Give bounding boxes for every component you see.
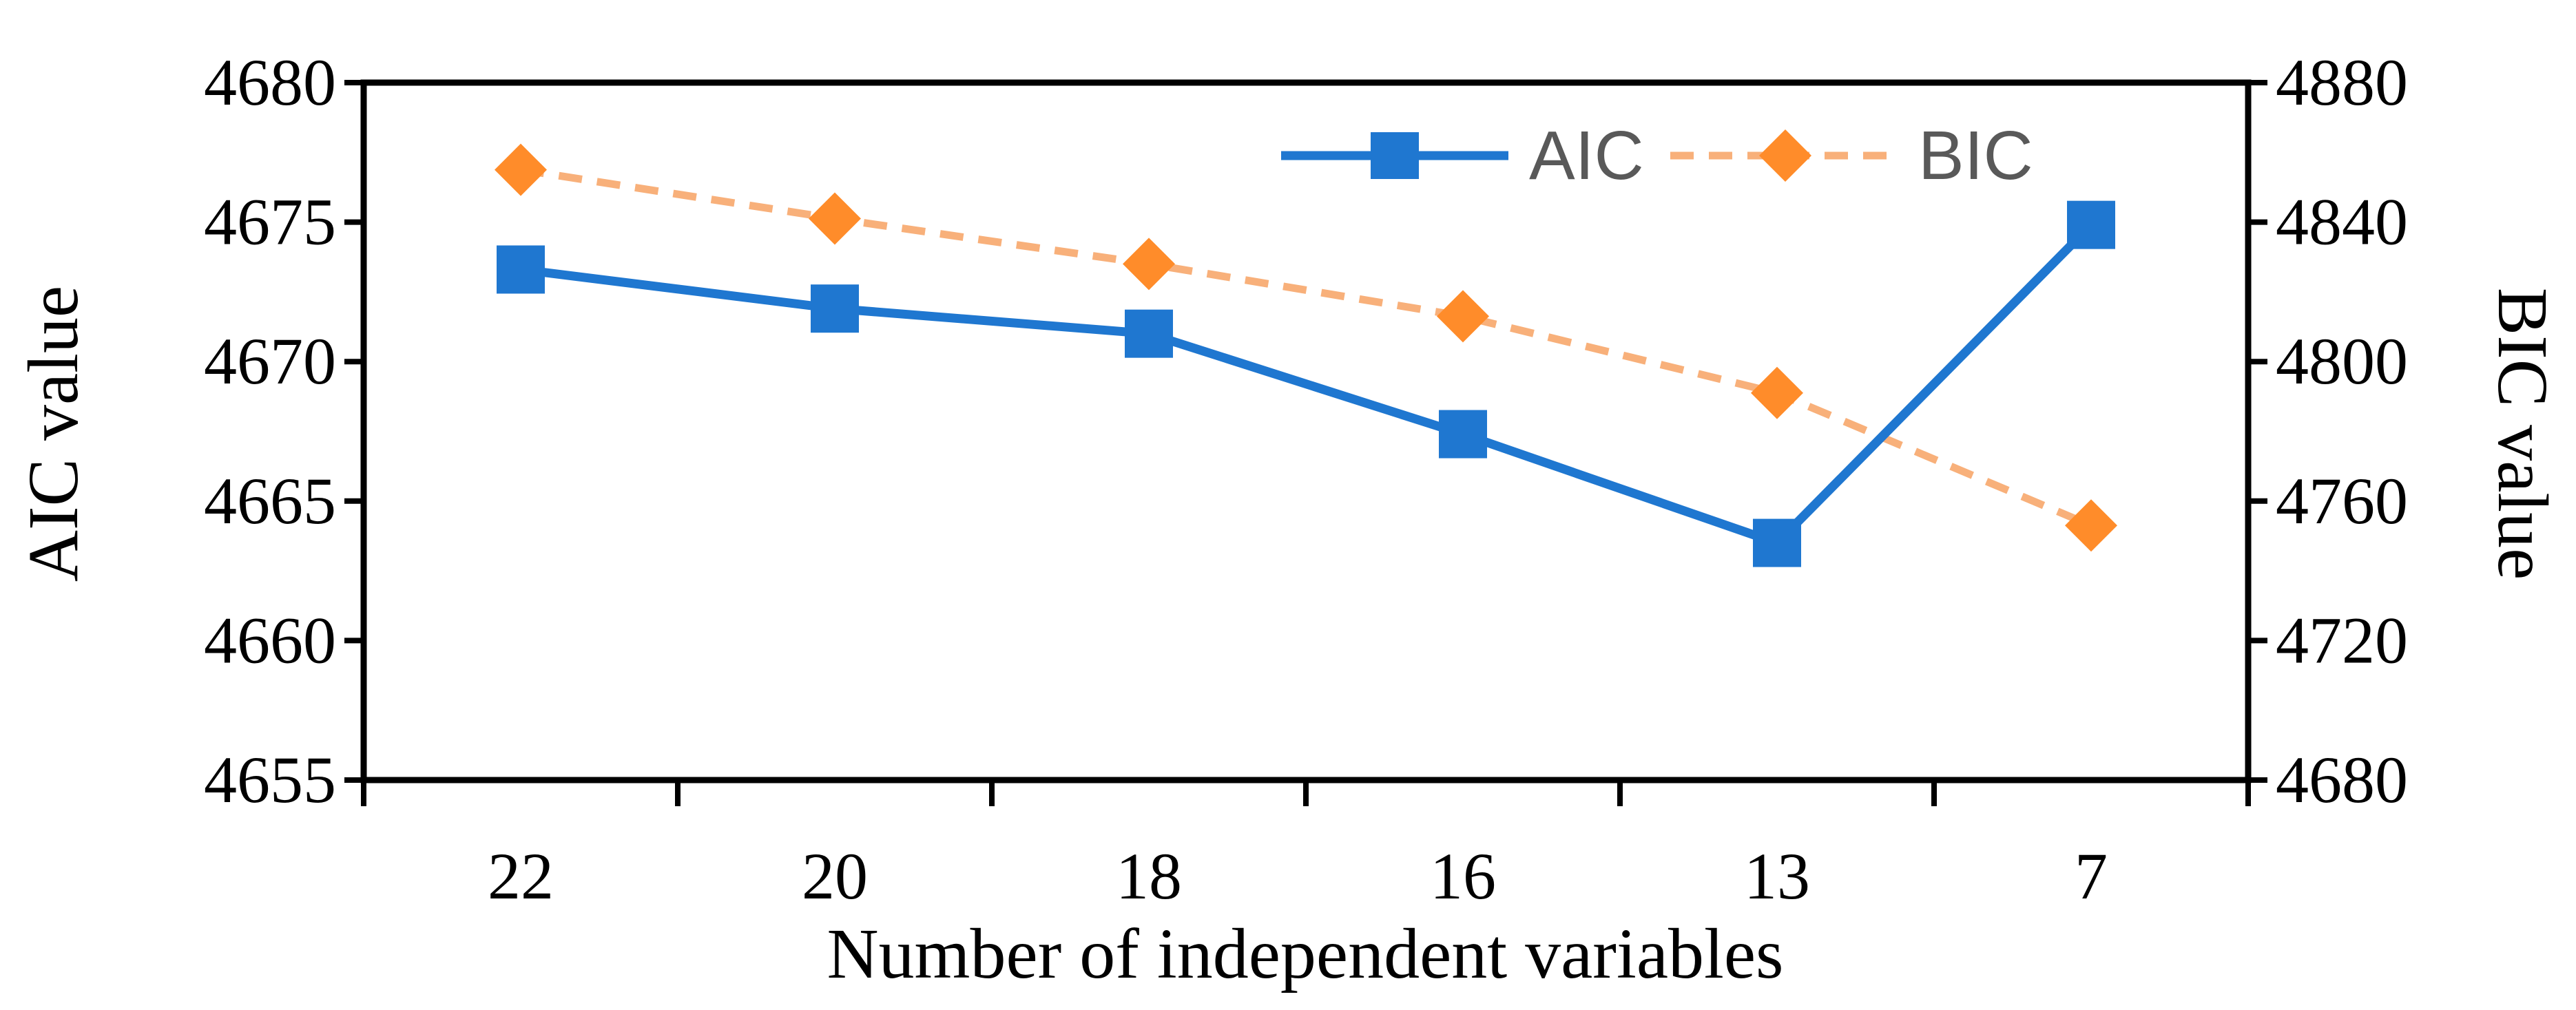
aic-point — [1125, 309, 1173, 358]
y2-tick-label: 4880 — [2276, 45, 2408, 119]
y-axis-title: AIC value — [14, 286, 93, 582]
y2-tick-label: 4800 — [2276, 324, 2408, 398]
bic-point — [809, 192, 861, 245]
aic-series-line — [520, 222, 2095, 548]
axis-layer: 4655 4660 4665 4670 4675 4680 4680 4720 4760 4800… — [204, 45, 2408, 913]
bic-point — [1751, 366, 1803, 419]
x-tick-label: 22 — [488, 839, 554, 913]
bic-point — [1123, 238, 1175, 291]
aic-point — [497, 245, 545, 294]
x-tick-label: 7 — [2075, 839, 2108, 913]
legend-bic-marker — [1759, 129, 1811, 182]
legend-aic-label: AIC — [1529, 117, 1644, 194]
y-tick-label: 4660 — [204, 603, 336, 677]
series-layer — [495, 143, 2117, 567]
aic-point — [1753, 518, 1801, 567]
y2-tick-label: 4840 — [2276, 185, 2408, 259]
y-tick-label: 4680 — [204, 45, 336, 119]
legend-aic-marker — [1371, 132, 1419, 179]
y-tick-label: 4655 — [204, 743, 336, 817]
x-tick-label: 13 — [1744, 839, 1810, 913]
aic-point — [2067, 200, 2115, 249]
y2-tick-label: 4760 — [2276, 464, 2408, 538]
y2-tick-label: 4720 — [2276, 603, 2408, 677]
x-axis-title: Number of independent variables — [827, 914, 1783, 993]
y-tick-label: 4670 — [204, 324, 336, 398]
y2-axis-title: BIC value — [2483, 288, 2562, 580]
y2-tick-label: 4680 — [2276, 743, 2408, 817]
y-tick-label: 4675 — [204, 185, 336, 259]
x-tick-label: 20 — [802, 839, 868, 913]
bic-series-line — [520, 166, 2093, 529]
x-tick-label: 18 — [1116, 839, 1182, 913]
x-tick-label: 16 — [1430, 839, 1496, 913]
legend-bic-label: BIC — [1918, 117, 2033, 194]
y-tick-label: 4665 — [204, 464, 336, 538]
aic-point — [811, 284, 859, 333]
aic-point — [1439, 410, 1487, 459]
bic-point — [495, 143, 547, 196]
bic-point — [1437, 290, 1489, 343]
legend: AIC BIC — [1281, 117, 2033, 194]
bic-point — [2065, 499, 2117, 552]
